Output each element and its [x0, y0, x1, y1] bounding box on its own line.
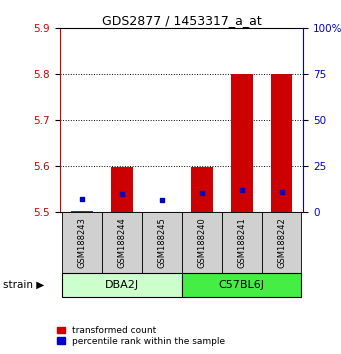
Title: GDS2877 / 1453317_a_at: GDS2877 / 1453317_a_at	[102, 14, 262, 27]
Bar	[191, 167, 212, 212]
Text: DBA2J: DBA2J	[105, 280, 139, 290]
Legend: transformed count, percentile rank within the sample: transformed count, percentile rank withi…	[57, 326, 225, 346]
Text: GSM188244: GSM188244	[117, 217, 126, 268]
Bar	[102, 212, 142, 273]
Bar	[181, 273, 301, 297]
Bar	[142, 212, 181, 273]
Text: C57BL6J: C57BL6J	[219, 280, 265, 290]
Bar	[231, 74, 253, 212]
Bar	[181, 212, 222, 273]
Bar	[62, 273, 181, 297]
Text: GSM188240: GSM188240	[197, 217, 206, 268]
Bar	[71, 211, 93, 212]
Bar	[222, 212, 262, 273]
Text: GSM188245: GSM188245	[157, 217, 166, 268]
Text: GSM188242: GSM188242	[277, 217, 286, 268]
Text: strain ▶: strain ▶	[3, 280, 45, 290]
Text: GSM188243: GSM188243	[77, 217, 86, 268]
Bar	[270, 74, 293, 212]
Bar	[62, 212, 102, 273]
Text: GSM188241: GSM188241	[237, 217, 246, 268]
Bar	[262, 212, 301, 273]
Bar	[110, 167, 133, 212]
